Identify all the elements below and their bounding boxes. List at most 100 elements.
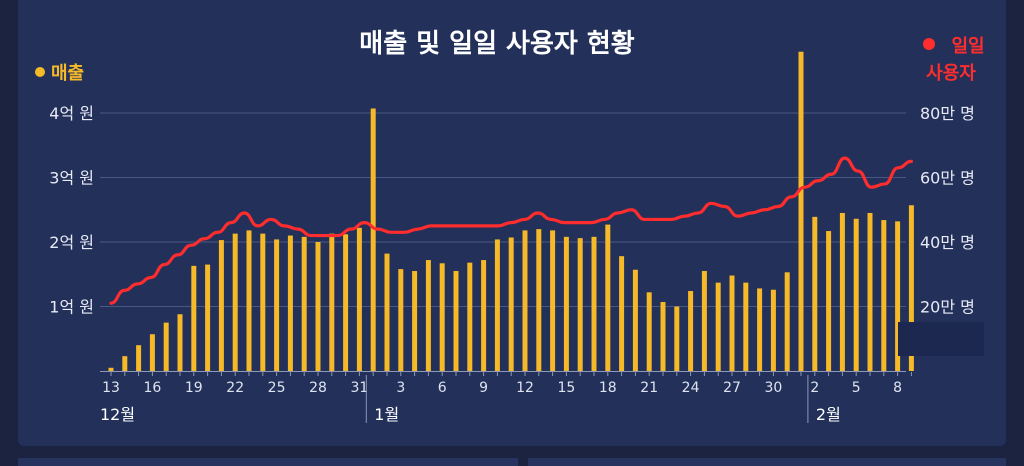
bottom-panel-right bbox=[528, 458, 1006, 466]
month-label: 12월 bbox=[100, 405, 135, 424]
y-right-tick-label: 40만 명 bbox=[920, 233, 975, 252]
x-tick-label: 19 bbox=[185, 380, 203, 396]
revenue-bar bbox=[412, 271, 418, 371]
revenue-bar bbox=[163, 322, 169, 371]
revenue-bar bbox=[798, 51, 804, 371]
x-tick-label: 21 bbox=[640, 380, 658, 396]
y-left-tick-label: 2억 원 bbox=[49, 233, 94, 252]
x-tick-label: 15 bbox=[557, 380, 575, 396]
revenue-bar bbox=[881, 220, 887, 371]
chart-title: 매출 및 일일 사용자 현황 bbox=[359, 29, 634, 59]
revenue-bar bbox=[191, 265, 197, 371]
revenue-bar bbox=[674, 306, 680, 371]
revenue-bar bbox=[439, 263, 445, 371]
revenue-bar bbox=[177, 314, 183, 371]
x-tick-label: 27 bbox=[723, 380, 741, 396]
revenue-bar bbox=[274, 239, 280, 371]
revenue-bar bbox=[508, 237, 514, 371]
x-tick-label: 22 bbox=[226, 380, 244, 396]
revenue-bar bbox=[826, 231, 832, 371]
revenue-bar bbox=[494, 239, 500, 371]
revenue-bar bbox=[453, 271, 459, 371]
revenue-bar bbox=[660, 301, 666, 371]
revenue-bar bbox=[770, 289, 776, 371]
revenue-bar bbox=[632, 269, 638, 371]
x-tick-label: 5 bbox=[852, 380, 861, 396]
right-axis-shade bbox=[898, 322, 984, 356]
revenue-bar bbox=[867, 212, 873, 371]
revenue-bar bbox=[701, 271, 707, 371]
revenue-bar bbox=[729, 275, 735, 371]
revenue-bar bbox=[149, 334, 155, 371]
revenue-bar bbox=[425, 260, 431, 371]
revenue-bar bbox=[481, 260, 487, 371]
revenue-bar bbox=[839, 212, 845, 371]
revenue-bar bbox=[315, 242, 321, 371]
x-tick-label: 9 bbox=[479, 380, 488, 396]
revenue-bar bbox=[908, 205, 914, 371]
daily-users-line bbox=[109, 156, 913, 305]
users-legend-label-line1: 일일 bbox=[951, 36, 984, 57]
revenue-bar bbox=[108, 367, 114, 371]
revenue-bar bbox=[370, 108, 376, 372]
x-tick-label: 8 bbox=[893, 380, 902, 396]
revenue-bar bbox=[688, 291, 694, 371]
revenue-bar bbox=[398, 269, 404, 371]
revenue-bar bbox=[218, 240, 224, 371]
x-tick-label: 31 bbox=[350, 380, 368, 396]
x-tick-label: 18 bbox=[599, 380, 617, 396]
revenue-bar bbox=[136, 345, 142, 371]
x-tick-label: 25 bbox=[268, 380, 286, 396]
x-tick-label: 28 bbox=[309, 380, 327, 396]
revenue-bars bbox=[108, 51, 914, 372]
revenue-bar bbox=[329, 233, 335, 371]
revenue-bar bbox=[246, 230, 252, 371]
users-legend-label-line2: 사용자 bbox=[926, 63, 976, 84]
revenue-bar bbox=[205, 264, 211, 371]
bottom-panel-left bbox=[18, 458, 518, 466]
revenue-bar bbox=[550, 230, 556, 371]
revenue-bar bbox=[260, 233, 266, 371]
y-left-tick-label: 4억 원 bbox=[49, 104, 94, 123]
revenue-bar bbox=[522, 230, 528, 371]
revenue-bar bbox=[812, 216, 818, 371]
x-tick-label: 13 bbox=[102, 380, 120, 396]
revenue-bar bbox=[467, 262, 473, 371]
month-label: 1월 bbox=[374, 405, 399, 424]
y-left-tick-label: 1억 원 bbox=[49, 298, 94, 317]
revenue-bar bbox=[384, 253, 390, 371]
x-tick-label: 3 bbox=[396, 380, 405, 396]
y-right-tick-label: 60만 명 bbox=[920, 169, 975, 188]
month-label: 2월 bbox=[816, 405, 841, 424]
revenue-bar bbox=[619, 256, 625, 371]
revenue-bar bbox=[287, 235, 293, 371]
x-tick-label: 24 bbox=[682, 380, 700, 396]
revenue-bar bbox=[591, 236, 597, 371]
revenue-bar bbox=[301, 236, 307, 371]
revenue-bar bbox=[536, 229, 542, 371]
daily-users-line-path bbox=[109, 156, 913, 305]
revenue-bar bbox=[232, 233, 238, 371]
revenue-bar bbox=[122, 356, 128, 371]
revenue-bar bbox=[715, 282, 721, 371]
revenue-bar bbox=[757, 288, 763, 371]
revenue-bar bbox=[605, 224, 611, 371]
revenue-bar bbox=[577, 238, 583, 371]
revenue-bar bbox=[356, 227, 362, 371]
revenue-legend-label: 매출 bbox=[51, 63, 84, 84]
x-tick-label: 2 bbox=[810, 380, 819, 396]
x-tick-label: 6 bbox=[438, 380, 447, 396]
axes: 1억 원 2억 원 3억 원 4억 원 20만 명 40만 명 60만 명 80만 명 13 16… bbox=[49, 104, 975, 424]
revenue-bar bbox=[646, 292, 652, 371]
revenue-bar bbox=[853, 218, 859, 371]
revenue-legend-dot bbox=[35, 67, 45, 77]
x-tick-label: 30 bbox=[764, 380, 782, 396]
revenue-bar bbox=[563, 236, 569, 371]
revenue-bar bbox=[784, 272, 790, 371]
users-legend-dot bbox=[923, 38, 935, 50]
revenue-bar bbox=[343, 234, 349, 371]
revenue-bar bbox=[895, 221, 901, 371]
x-tick-label: 16 bbox=[143, 380, 161, 396]
y-right-tick-label: 20만 명 bbox=[920, 298, 975, 317]
